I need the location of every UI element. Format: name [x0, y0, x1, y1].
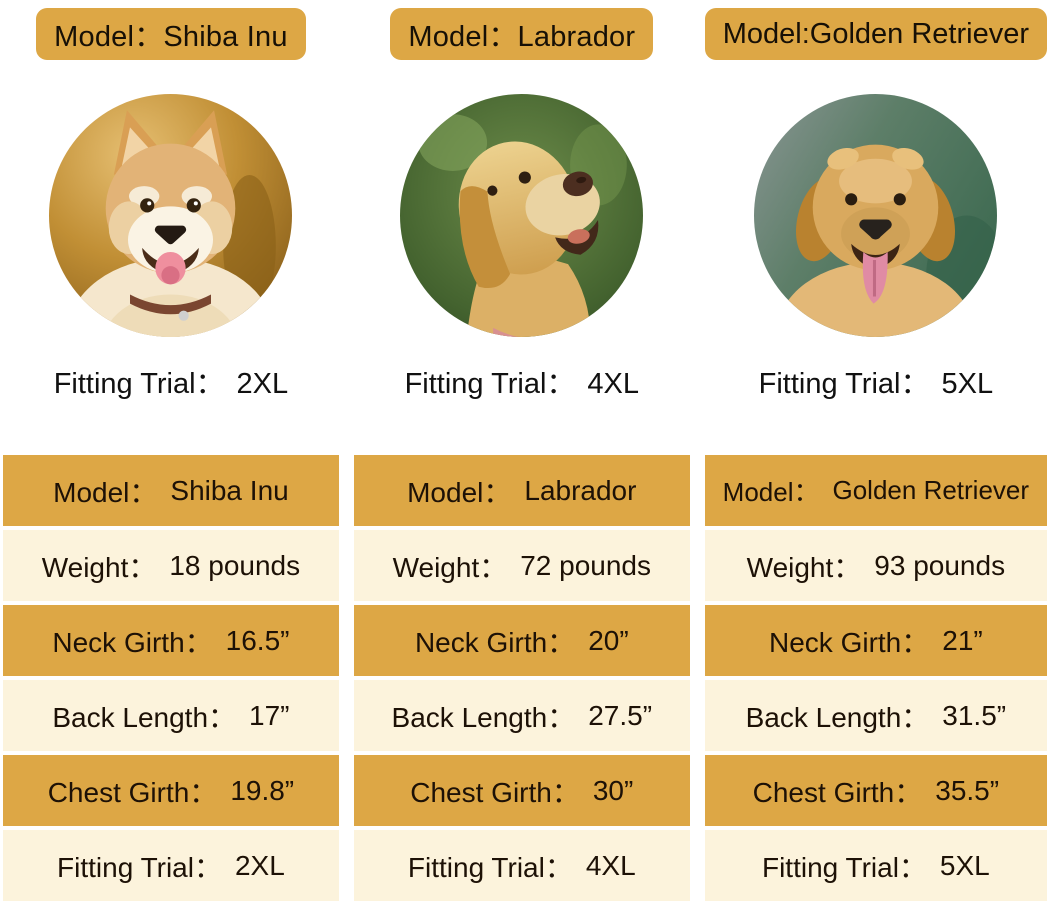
row-label: Fitting Trial：: [407, 851, 573, 883]
row-value: 27.5”: [588, 699, 653, 731]
table-row: Neck Girth： 21”: [704, 605, 1047, 676]
row-label: Neck Girth：: [414, 626, 576, 658]
row-value: Shiba Inu: [170, 474, 289, 506]
row-label: Model：: [407, 476, 512, 508]
row-label: Model：: [53, 476, 158, 508]
fitting-trial-value: 2XL: [236, 368, 289, 400]
row-label: Fitting Trial：: [57, 851, 222, 883]
fitting-trial-value: 4XL: [587, 368, 640, 400]
fitting-trial-value: 5XL: [941, 368, 994, 400]
row-value: 18 pounds: [169, 549, 301, 581]
row-value: 35.5”: [935, 774, 1000, 806]
table-row: Back Length： 17”: [3, 680, 339, 751]
labrador-photo: [400, 94, 644, 337]
table-row: Chest Girth： 19.8”: [3, 755, 339, 826]
row-label: Weight：: [41, 551, 157, 583]
table-row: Back Length： 31.5”: [704, 680, 1047, 751]
row-value: 19.8”: [230, 774, 295, 806]
table-row: Weight： 18 pounds: [3, 530, 339, 601]
row-value: Labrador: [524, 474, 637, 506]
column-labrador: Model： Labrador: [353, 0, 690, 905]
table-row: Model： Golden Retriever: [704, 455, 1047, 526]
model-badge: Model：Shiba Inu: [36, 8, 306, 60]
model-badge: Model：Labrador: [390, 8, 654, 60]
fitting-trial-label: Fitting Trial：: [53, 368, 225, 400]
golden-retriever-illustration: [754, 94, 998, 337]
row-label: Back Length：: [391, 701, 576, 733]
labrador-illustration: [400, 94, 644, 337]
row-label: Back Length：: [745, 701, 930, 733]
row-value: 2XL: [234, 849, 285, 881]
fitting-trial-line: Fitting Trial： 5XL: [759, 365, 993, 403]
table-row: Fitting Trial： 5XL: [704, 830, 1047, 901]
table-row: Model： Shiba Inu: [3, 455, 339, 526]
row-value: 30”: [592, 774, 634, 806]
row-value: 20”: [588, 624, 629, 656]
table-row: Weight： 93 pounds: [704, 530, 1047, 601]
row-value: 72 pounds: [520, 549, 652, 581]
row-label: Back Length：: [52, 701, 237, 733]
model-badge: Model:Golden Retriever: [704, 8, 1047, 60]
table-row: Neck Girth： 16.5”: [3, 605, 339, 676]
table-row: Chest Girth： 30”: [353, 755, 690, 826]
row-label: Neck Girth：: [769, 626, 930, 658]
fitting-trial-label: Fitting Trial：: [404, 368, 576, 400]
fitting-trial-line: Fitting Trial： 2XL: [54, 365, 288, 403]
row-value: 93 pounds: [874, 549, 1006, 581]
fitting-trial-line: Fitting Trial： 4XL: [405, 365, 639, 403]
row-value: 16.5”: [225, 624, 290, 656]
shiba-inu-illustration: [49, 94, 293, 337]
fitting-trial-label: Fitting Trial：: [758, 368, 930, 400]
row-label: Weight：: [746, 551, 862, 583]
shiba-inu-photo: [49, 94, 293, 337]
row-label: Neck Girth：: [52, 626, 213, 658]
row-label: Fitting Trial：: [761, 851, 927, 883]
table-row: Fitting Trial： 2XL: [3, 830, 339, 901]
size-table: Model： Labrador Weight： 72 pounds Neck Gir…: [353, 455, 690, 905]
row-label: Weight：: [392, 551, 508, 583]
row-label: Model：: [722, 477, 820, 507]
row-value: 31.5”: [942, 699, 1007, 731]
row-value: 17”: [249, 699, 290, 731]
row-label: Chest Girth：: [752, 776, 923, 808]
table-row: Model： Labrador: [353, 455, 690, 526]
row-label: Chest Girth：: [47, 776, 218, 808]
table-row: Weight： 72 pounds: [353, 530, 690, 601]
table-row: Back Length： 27.5”: [353, 680, 690, 751]
size-table: Model： Shiba Inu Weight： 18 pounds Neck Gi…: [3, 455, 339, 905]
table-row: Neck Girth： 20”: [353, 605, 690, 676]
table-row: Chest Girth： 35.5”: [704, 755, 1047, 826]
row-value: 5XL: [939, 849, 990, 881]
table-row: Fitting Trial： 4XL: [353, 830, 690, 901]
size-table: Model： Golden Retriever Weight： 93 pounds …: [704, 455, 1047, 905]
row-value: Golden Retriever: [832, 475, 1030, 505]
golden-retriever-photo: [754, 94, 998, 337]
column-shiba-inu: Model： Shiba Inu: [3, 0, 339, 905]
row-label: Chest Girth：: [410, 776, 580, 808]
row-value: 21”: [942, 624, 983, 656]
column-golden-retriever: Model:Golden Retriever: [704, 0, 1047, 905]
row-value: 4XL: [585, 849, 636, 881]
